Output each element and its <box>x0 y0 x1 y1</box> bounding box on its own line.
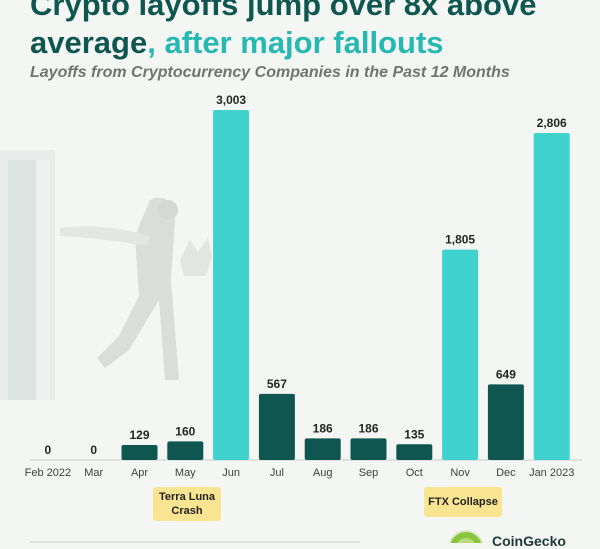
bar-dec <box>487 384 524 460</box>
x-tick-label: Feb 2022 <box>25 467 71 479</box>
bar-sep <box>350 438 387 460</box>
title-main: Crypto layoffs jump over 8x above averag… <box>30 0 537 60</box>
value-label: 3,003 <box>216 93 246 107</box>
bar-oct <box>396 444 433 460</box>
x-tick-label: May <box>175 467 196 479</box>
x-tick-label: Jan 2023 <box>529 467 574 479</box>
x-tick-label: Apr <box>131 467 148 479</box>
x-tick-label: Dec <box>496 467 516 479</box>
bar-jul <box>258 393 295 460</box>
bar-may <box>167 441 204 460</box>
footer-brand: CoinGecko <box>492 533 566 549</box>
bar-apr <box>121 444 158 460</box>
value-label: 0 <box>45 443 52 457</box>
x-tick-label: Oct <box>406 467 423 479</box>
value-label: 186 <box>313 421 333 435</box>
x-tick-label: Jun <box>222 467 240 479</box>
title-emphasis: , after major fallouts <box>147 25 444 60</box>
labels-layer: 0 Feb 2022 0 Mar 129 Apr 160 May 3,003 Jun 567 Jul 1… <box>25 93 575 479</box>
bar-aug <box>304 438 341 460</box>
background-illustration <box>0 150 212 400</box>
annotation-ftx: FTX Collapse <box>424 487 502 517</box>
bars-layer <box>121 110 570 460</box>
bar-jun <box>213 110 250 460</box>
x-tick-label: Jul <box>270 467 284 479</box>
value-label: 160 <box>175 424 195 438</box>
bar-jan-2023 <box>533 132 570 460</box>
value-label: 649 <box>496 367 516 381</box>
value-label: 129 <box>129 428 149 442</box>
x-tick-label: Mar <box>84 467 103 479</box>
value-label: 567 <box>267 377 287 391</box>
value-label: 186 <box>358 421 378 435</box>
x-tick-label: Sep <box>359 467 379 479</box>
x-tick-label: Aug <box>313 467 333 479</box>
value-label: 0 <box>90 443 97 457</box>
value-label: 1,805 <box>445 233 475 247</box>
bar-nov <box>442 249 479 460</box>
annotation-terra-luna: Terra Luna Crash <box>153 487 221 521</box>
x-tick-label: Nov <box>450 467 470 479</box>
chart-subtitle: Layoffs from Cryptocurrency Companies in… <box>30 64 510 81</box>
chart-title: Crypto layoffs jump over 8x above averag… <box>30 0 590 62</box>
coingecko-logo-icon <box>448 530 484 543</box>
value-label: 2,806 <box>537 116 567 130</box>
value-label: 135 <box>404 427 424 441</box>
footer-divider <box>30 541 360 543</box>
